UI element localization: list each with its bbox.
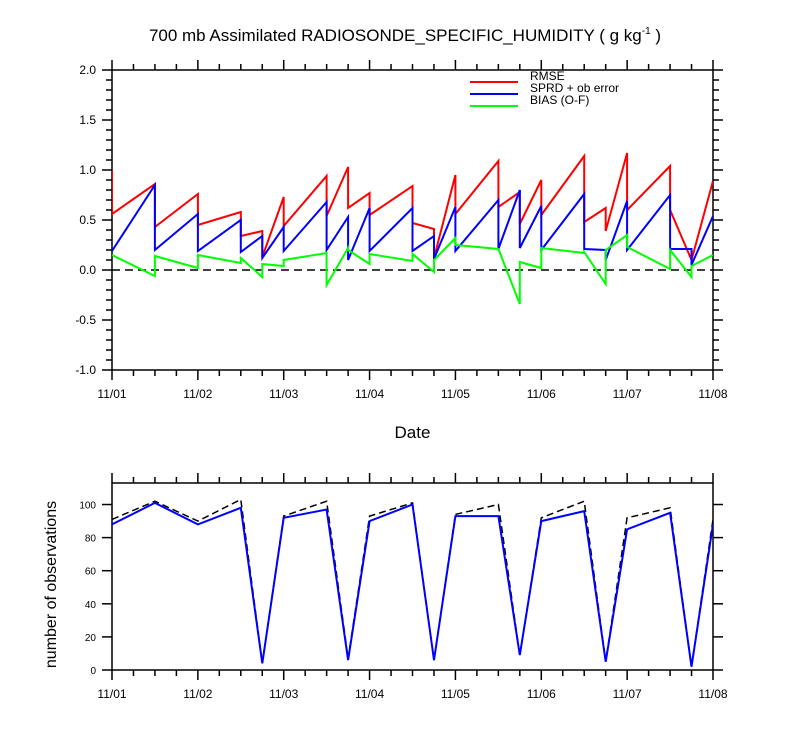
y-tick-label: 40 xyxy=(85,600,97,611)
x-tick-label: 11/02 xyxy=(183,687,212,701)
x-tick-label: 11/01 xyxy=(97,387,126,401)
chart-title-superscript: -1 xyxy=(642,26,651,37)
x-tick-label: 11/08 xyxy=(698,687,727,701)
chart-title-text: 700 mb Assimilated RADIOSONDE_SPECIFIC_H… xyxy=(149,26,642,45)
y-tick-label: -0.5 xyxy=(75,313,96,327)
series-line-bias-o-f xyxy=(112,233,713,305)
x-tick-label: 11/03 xyxy=(269,687,298,701)
x-tick-label: 11/06 xyxy=(527,387,556,401)
legend-label-2: SPRD + ob error xyxy=(530,81,619,95)
bottom-panel: 11/01 11/02 11/03 11/04 11/05 11/06 11/07 11/08… xyxy=(43,473,728,701)
y-tick-label: 1.0 xyxy=(79,163,96,177)
y-tick-label: 60 xyxy=(85,567,97,578)
y-tick-label: -1.0 xyxy=(75,363,96,377)
legend-label-1: RMSE xyxy=(530,69,565,83)
x-tick-label: 11/07 xyxy=(613,687,642,701)
x-tick-label: 11/05 xyxy=(441,687,470,701)
x-tick-label: 11/02 xyxy=(183,387,212,401)
legend-label-3: BIAS (O-F) xyxy=(530,93,589,107)
y-tick-label: 2.0 xyxy=(79,63,96,77)
x-tick-label: 11/04 xyxy=(355,687,384,701)
y-tick-label: 0.5 xyxy=(79,213,96,227)
series-line-used xyxy=(112,501,713,667)
top-panel: 11/01 11/02 11/03 11/04 11/05 11/06 11/07 11/08… xyxy=(75,60,728,442)
y-tick-label: 20 xyxy=(85,633,97,644)
y-tick-label: 100 xyxy=(79,501,96,512)
x-tick-label: 11/07 xyxy=(613,387,642,401)
series-line-possible xyxy=(112,498,713,667)
x-tick-label: 11/05 xyxy=(441,387,470,401)
chart-title-end: ) xyxy=(651,26,661,45)
y-tick-label: 80 xyxy=(85,534,97,545)
x-tick-label: 11/04 xyxy=(355,387,384,401)
chart-title: 700 mb Assimilated RADIOSONDE_SPECIFIC_H… xyxy=(149,26,661,45)
y-axis-title: number of observations xyxy=(43,501,60,668)
x-tick-label: 11/06 xyxy=(527,687,556,701)
x-tick-label: 11/01 xyxy=(97,687,126,701)
x-tick-label: 11/08 xyxy=(698,387,727,401)
y-tick-label: 0 xyxy=(90,666,96,677)
y-tick-label: 1.5 xyxy=(79,113,96,127)
y-tick-label: 0.0 xyxy=(79,263,96,277)
series-line-sprd-ob-error xyxy=(112,181,713,266)
x-tick-label: 11/03 xyxy=(269,387,298,401)
x-axis-title: Date xyxy=(395,423,431,442)
